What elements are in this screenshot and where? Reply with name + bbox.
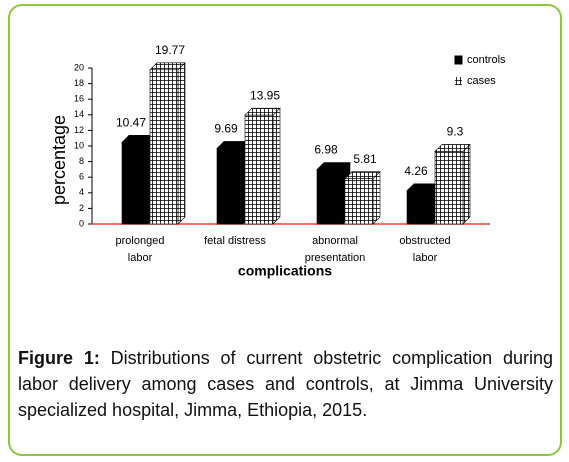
- y-tick-label: 8: [79, 156, 84, 166]
- y-tick-label: 0: [79, 218, 84, 228]
- data-label: 13.95: [250, 88, 280, 102]
- y-tick-label: 2: [79, 203, 84, 213]
- bar: [244, 114, 274, 225]
- bar-side: [177, 62, 186, 225]
- y-tick-label: 10: [74, 140, 84, 150]
- data-label: 19.77: [155, 43, 185, 57]
- data-label: 4.26: [404, 164, 428, 178]
- data-label: 10.47: [116, 116, 146, 130]
- x-tick-label: obstructed labor: [399, 235, 451, 264]
- bar: [316, 169, 344, 225]
- bar: [149, 69, 179, 225]
- legend-label: controls: [467, 54, 506, 66]
- legend-swatch: [454, 55, 463, 65]
- y-tick-label: 6: [79, 172, 84, 182]
- data-label: 6.98: [314, 143, 338, 157]
- data-label: 9.3: [447, 125, 464, 139]
- caption-text: Distributions of current obstetric compl…: [18, 348, 553, 420]
- frame: [8, 4, 562, 456]
- legend-swatch: [455, 77, 462, 85]
- data-label: 9.69: [214, 122, 238, 136]
- bar: [344, 178, 374, 225]
- x-tick-label: abnormal presentation: [304, 235, 366, 264]
- caption-label: Figure 1:: [18, 348, 100, 368]
- y-axis-label: percentage: [49, 115, 69, 205]
- bar: [216, 148, 244, 225]
- bar: [434, 151, 464, 225]
- y-tick-label: 18: [74, 78, 84, 88]
- x-tick-label: fetal distress: [204, 235, 266, 247]
- x-tick-label: prolonged labor: [115, 235, 165, 264]
- bar-side: [272, 107, 281, 225]
- x-axis-label: complications: [238, 263, 332, 279]
- data-label: 5.81: [353, 152, 377, 166]
- y-tick-label: 14: [74, 109, 84, 119]
- y-tick-label: 12: [74, 125, 84, 135]
- bar-side: [372, 170, 381, 225]
- legend-label: cases: [467, 75, 496, 87]
- y-tick-label: 16: [74, 94, 84, 104]
- y-tick-label: 4: [79, 187, 84, 197]
- y-tick-label: 20: [74, 62, 84, 72]
- bar: [121, 142, 149, 225]
- caption: Figure 1: Distributions of current obste…: [18, 345, 553, 423]
- bar-side: [462, 143, 471, 225]
- bar: [406, 190, 434, 225]
